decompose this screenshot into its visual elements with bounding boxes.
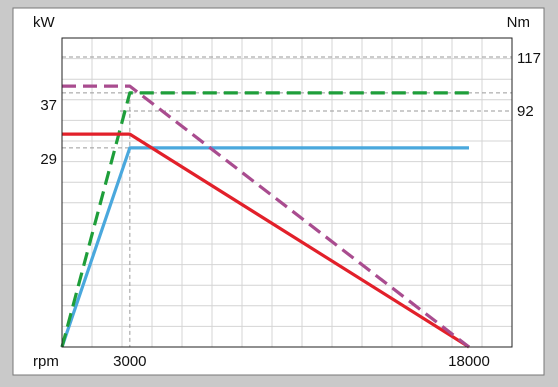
x-tick-label: 18000: [448, 353, 490, 370]
chart-panel: [12, 7, 545, 376]
series-line-2: [60, 91, 469, 348]
y-left-axis-label: kW: [33, 14, 56, 31]
x-axis-label: rpm: [33, 353, 59, 370]
y-right-axis-label: Nm: [507, 14, 530, 31]
y-left-tick-label: 37: [40, 97, 57, 114]
y-right-tick-label: 117: [517, 50, 541, 67]
series-line-1: [60, 146, 469, 348]
y-left-tick-label: 29: [40, 151, 57, 168]
grid: [62, 38, 512, 347]
axis-labels: kW Nm 37 29 117 92 rpm 3000 18000: [33, 14, 541, 370]
series-line-3: [62, 132, 470, 349]
y-right-tick-label: 92: [517, 103, 534, 120]
plot-area-border: [61, 37, 513, 348]
x-tick-label: 3000: [113, 353, 146, 370]
series-lines: [60, 84, 470, 349]
series-line-4: [62, 84, 470, 349]
